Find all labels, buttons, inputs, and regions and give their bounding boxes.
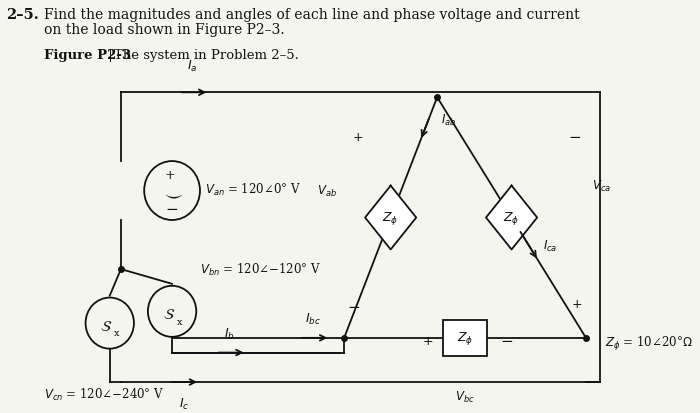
Text: +: + (423, 335, 433, 347)
Text: +: + (165, 169, 176, 182)
Text: 2–5.: 2–5. (6, 8, 39, 22)
Text: −: − (347, 299, 360, 314)
Text: $V_{bc}$: $V_{bc}$ (455, 389, 475, 404)
Text: Find the magnitudes and angles of each line and phase voltage and current: Find the magnitudes and angles of each l… (43, 8, 580, 22)
Text: on the load shown in Figure P2–3.: on the load shown in Figure P2–3. (43, 23, 284, 36)
Text: $Z_\phi$ = 10∠20°$\Omega$: $Z_\phi$ = 10∠20°$\Omega$ (605, 334, 692, 352)
Text: The system in Problem 2–5.: The system in Problem 2–5. (114, 49, 300, 62)
Text: −: − (568, 130, 581, 145)
Text: $Z_\phi$: $Z_\phi$ (457, 330, 473, 347)
Bar (442, 320, 487, 356)
Polygon shape (365, 186, 416, 250)
Text: $I_{ca}$: $I_{ca}$ (543, 238, 557, 253)
Text: $V_{bn}$ = 120∠−120° V: $V_{bn}$ = 120∠−120° V (200, 261, 321, 278)
Text: $V_{cn}$ = 120∠−240° V: $V_{cn}$ = 120∠−240° V (43, 386, 164, 402)
Text: $\smile$: $\smile$ (160, 185, 183, 203)
Text: x: x (177, 317, 182, 326)
Text: +: + (571, 297, 582, 310)
Text: Figure P2-3: Figure P2-3 (43, 49, 131, 62)
Text: $V_{ca}$: $V_{ca}$ (592, 178, 610, 194)
Text: x: x (113, 329, 119, 337)
Text: $\mathcal{S}$: $\mathcal{S}$ (163, 306, 176, 321)
Text: $I_c$: $I_c$ (179, 396, 190, 411)
Text: $I_a$: $I_a$ (188, 58, 198, 74)
Text: $I_{ab}$: $I_{ab}$ (441, 112, 456, 127)
Text: $\mathcal{S}$: $\mathcal{S}$ (100, 318, 112, 333)
Text: −: − (166, 201, 179, 216)
Text: |: | (104, 49, 117, 62)
Text: $Z_\phi$: $Z_\phi$ (503, 209, 519, 226)
Text: $V_{an}$ = 120∠0° V: $V_{an}$ = 120∠0° V (204, 181, 300, 197)
Polygon shape (486, 186, 537, 250)
Text: −: − (500, 333, 513, 349)
Text: $V_{ab}$: $V_{ab}$ (317, 183, 337, 199)
Text: $Z_\phi$: $Z_\phi$ (382, 209, 399, 226)
Text: +: + (353, 131, 363, 144)
Text: $I_{bc}$: $I_{bc}$ (305, 311, 321, 326)
Text: $I_b$: $I_b$ (224, 326, 235, 341)
